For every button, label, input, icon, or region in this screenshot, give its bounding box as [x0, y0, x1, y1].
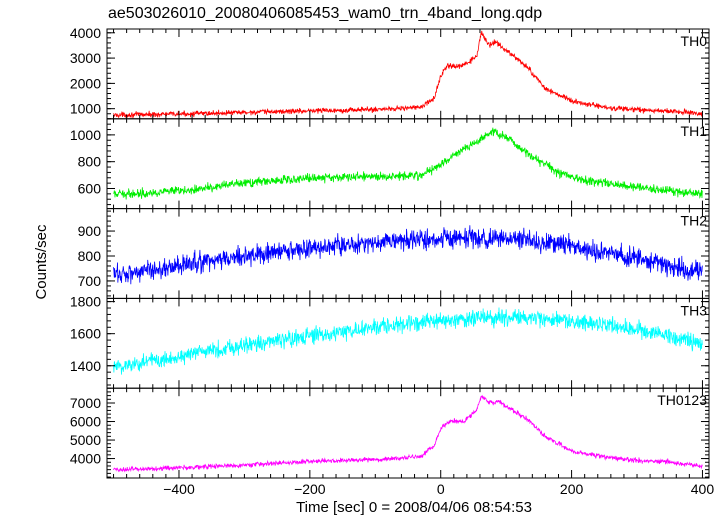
- y-tick-label: 800: [78, 154, 102, 170]
- y-tick-label: 7000: [70, 395, 101, 411]
- panel-frame-th2: [106, 208, 710, 299]
- panel-frame-th1: [106, 118, 710, 210]
- chart-title: ae503026010_20080406085453_wam0_trn_4ban…: [108, 5, 542, 22]
- y-axis-label: Counts/sec: [33, 224, 50, 300]
- y-tick-label: 5000: [70, 432, 101, 448]
- panel-label-th2: TH2: [681, 213, 708, 229]
- panel-label-th1: TH1: [681, 123, 708, 139]
- series-line-th0: [113, 30, 703, 119]
- y-tick-label: 1400: [70, 358, 101, 374]
- y-tick-label: 1800: [70, 294, 101, 310]
- x-tick-label: −400: [163, 481, 195, 497]
- y-tick-label: 4000: [70, 25, 101, 41]
- x-tick-label: 0: [437, 481, 445, 497]
- panel-label-th0123: TH0123: [657, 392, 707, 408]
- y-tick-label: 1000: [70, 101, 101, 117]
- series-line-th1: [113, 127, 703, 200]
- panel-frame-th3: [106, 297, 710, 389]
- y-tick-label: 1600: [70, 326, 101, 342]
- series-line-th3: [113, 307, 703, 375]
- panel-label-th0: TH0: [681, 33, 708, 49]
- y-tick-label: 900: [78, 223, 102, 239]
- y-tick-label: 800: [78, 248, 102, 264]
- series-line-th0123: [113, 394, 703, 473]
- series-line-th2: [113, 225, 703, 285]
- y-tick-label: 600: [78, 180, 102, 196]
- y-tick-label: 4000: [70, 451, 101, 467]
- x-tick-label: 400: [691, 481, 715, 497]
- panel-frame-th0123: [106, 387, 710, 479]
- x-tick-label: 200: [560, 481, 584, 497]
- y-tick-label: 3000: [70, 50, 101, 66]
- y-tick-label: 6000: [70, 414, 101, 430]
- y-tick-label: 700: [78, 273, 102, 289]
- x-axis-label: Time [sec] 0 = 2008/04/06 08:54:53: [296, 499, 532, 516]
- panel-label-th3: TH3: [681, 302, 708, 318]
- x-tick-label: −200: [294, 481, 326, 497]
- panel-frame-th0: [106, 28, 710, 120]
- y-tick-label: 1000: [70, 127, 101, 143]
- y-tick-label: 2000: [70, 75, 101, 91]
